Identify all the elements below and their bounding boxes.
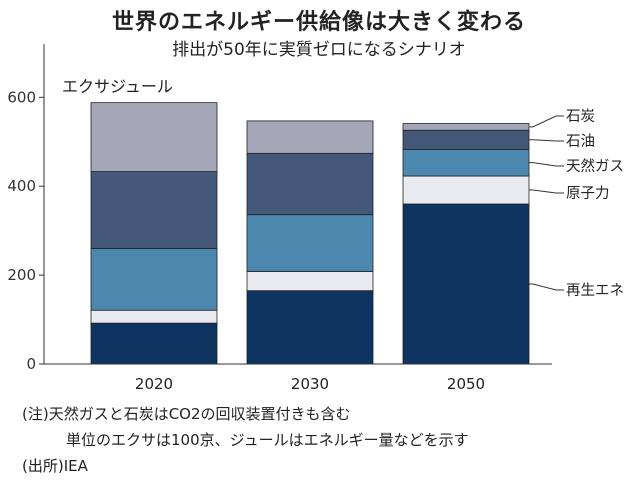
note-line: (注)天然ガスと石炭はCO2の回収装置付きも含む [22,405,351,423]
bar-segment [90,102,218,172]
note-line: 単位のエクサは100京、ジュールはエネルギー量などを示す [66,431,469,449]
unit-label: エクサジュール [62,77,173,96]
bar-segment [246,271,374,292]
y-tick-label: 0 [26,355,36,373]
series-label: 天然ガス [566,158,624,175]
series-label: 再生エネ [566,282,624,299]
y-tick-label: 600 [7,88,36,106]
source-line: (出所)IEA [22,457,88,475]
leader-line [529,162,564,167]
x-tick-label: 2020 [135,375,173,393]
series-label: 石炭 [566,108,595,125]
bar-segment [90,171,218,249]
bar-segment [246,152,374,216]
x-tick-label: 2030 [291,375,329,393]
bar-segment [90,248,218,311]
bar-segment [402,129,530,150]
leader-line [529,283,564,291]
chart-title: 世界のエネルギー供給像は大きく変わる [111,10,526,35]
bar-segment [90,309,218,324]
leader-line [529,115,564,128]
bar-segment [246,214,374,272]
leader-line [529,139,564,142]
leader-line [529,189,564,194]
series-label: 原子力 [566,185,610,202]
chart-subtitle: 排出が50年に実質ゼロになるシナリオ [172,40,466,60]
bar-segment [402,203,530,365]
x-tick-label: 2050 [447,375,485,393]
notes: (注)天然ガスと石炭はCO2の回収装置付きも含む 単位のエクサは100京、ジュー… [22,401,632,479]
bar-segment [246,290,374,365]
series-label: 石油 [566,133,595,150]
bar-segment [90,322,218,365]
bar-segment [402,148,530,177]
stacked-bar-chart: 0 200 400 600 エクサジュール 2020 2030 2050 再生エネ 原子力 天然ガ… [7,44,624,393]
bar-segment [246,120,374,154]
y-tick-label: 200 [7,266,36,284]
bar-segment [402,123,530,131]
bar-segment [402,175,530,205]
y-tick-label: 400 [7,177,36,195]
